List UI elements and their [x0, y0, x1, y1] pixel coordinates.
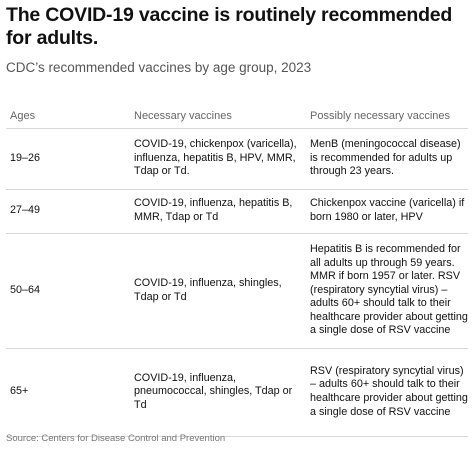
table-row: 50–64 COVID-19, influenza, shingles, Tda…: [6, 233, 468, 349]
table-header: Ages Necessary vaccines Possibly necessa…: [6, 104, 468, 129]
source-note: Source: Centers for Disease Control and …: [6, 433, 226, 444]
table-body: 19–26 COVID-19, chickenpox (varicella), …: [6, 128, 468, 437]
ages-cell: 19–26: [6, 128, 130, 190]
column-header-necessary-vaccines: Necessary vaccines: [130, 104, 306, 129]
table-row: 19–26 COVID-19, chickenpox (varicella), …: [6, 128, 468, 190]
page-title: The COVID-19 vaccine is routinely recomm…: [6, 4, 453, 49]
necessary-vaccines-cell: COVID-19, chickenpox (varicella), influe…: [130, 128, 306, 190]
possibly-necessary-vaccines-cell: RSV (respiratory syncytial virus) – adul…: [306, 348, 468, 437]
necessary-vaccines-cell: COVID-19, influenza, hepatitis B, MMR, T…: [130, 189, 306, 234]
ages-cell: 65+: [6, 348, 130, 437]
table-header-row: Ages Necessary vaccines Possibly necessa…: [6, 104, 468, 129]
vaccine-table: Ages Necessary vaccines Possibly necessa…: [6, 104, 468, 437]
possibly-necessary-vaccines-cell: Chickenpox vaccine (varicella) if born 1…: [306, 189, 468, 234]
ages-cell: 27–49: [6, 189, 130, 234]
column-header-possibly-necessary-vaccines: Possibly necessary vaccines: [306, 104, 468, 129]
necessary-vaccines-cell: COVID-19, influenza, shingles, Tdap or T…: [130, 233, 306, 349]
possibly-necessary-vaccines-cell: Hepatitis B is recommended for all adult…: [306, 233, 468, 349]
page-subtitle: CDC’s recommended vaccines by age group,…: [6, 60, 312, 75]
table-row: 65+ COVID-19, influenza, pneumococcal, s…: [6, 348, 468, 437]
table-row: 27–49 COVID-19, influenza, hepatitis B, …: [6, 189, 468, 234]
column-header-ages: Ages: [6, 104, 130, 129]
necessary-vaccines-cell: COVID-19, influenza, pneumococcal, shing…: [130, 348, 306, 437]
ages-cell: 50–64: [6, 233, 130, 349]
possibly-necessary-vaccines-cell: MenB (meningococcal disease) is recommen…: [306, 128, 468, 190]
